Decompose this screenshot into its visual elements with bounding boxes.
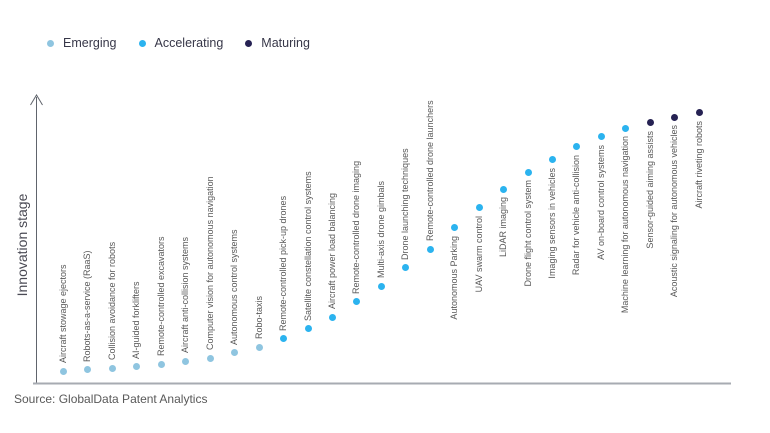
data-point — [695, 109, 703, 117]
legend-label: Accelerating — [154, 36, 224, 50]
data-point-label: Robots-as-a-service (RaaS) — [82, 250, 93, 362]
data-point — [426, 245, 434, 253]
data-point-label: Acoustic signaling for autonomous vehicl… — [669, 125, 680, 298]
data-point — [475, 204, 483, 212]
data-point — [280, 335, 288, 343]
legend-item-emerging: Emerging — [47, 36, 117, 50]
data-point — [524, 168, 532, 176]
data-point — [60, 367, 67, 375]
data-point-label: Imaging sensors in vehicles — [547, 167, 557, 279]
data-point-label: Aircraft riveting robots — [693, 120, 704, 209]
data-point — [353, 298, 361, 306]
legend-dot-icon — [47, 39, 54, 47]
data-point — [549, 156, 556, 164]
data-point-label: Radar for vehicle anti-collision — [571, 154, 582, 275]
data-point-label: Sensor-guided aiming assists — [644, 130, 655, 249]
data-point-label: UAV swarm control — [473, 215, 484, 293]
legend-label: Emerging — [63, 36, 117, 50]
data-point-label: Drone launching techniques — [400, 147, 411, 260]
data-point — [573, 143, 581, 151]
data-point-label: Computer vision for autonomous navigatio… — [204, 176, 215, 351]
y-axis-title: Innovation stage — [14, 193, 30, 297]
data-point-label: Satellite constellation control systems — [302, 171, 313, 321]
source-note: Source: GlobalData Patent Analytics — [14, 392, 208, 406]
data-point — [622, 124, 630, 132]
data-point — [84, 366, 92, 374]
data-point — [206, 354, 214, 362]
data-point — [646, 119, 654, 127]
data-point — [157, 360, 165, 368]
legend-dot-icon — [138, 39, 146, 47]
data-point — [182, 357, 190, 365]
data-point-label: Autonomous control systems — [229, 229, 240, 345]
legend-label: Maturing — [261, 36, 310, 50]
data-point-label: Aircraft power load balancing — [326, 193, 337, 310]
data-point — [133, 363, 141, 371]
y-axis-line — [30, 94, 43, 384]
data-point — [402, 264, 410, 272]
data-point — [304, 325, 312, 333]
data-point — [451, 224, 459, 232]
data-point-label: Robo-taxis — [253, 296, 264, 340]
data-point-label: LiDAR imaging — [498, 197, 509, 258]
data-point-label: Collision avoidance for robots — [106, 242, 117, 361]
data-point — [231, 349, 239, 357]
legend-dot-icon — [245, 39, 253, 47]
data-point-label: Remote-controlled excavators — [155, 236, 166, 357]
data-point-label: Aircraft anti-collision systems — [180, 237, 191, 354]
data-point-label: AV on-board control systems — [595, 144, 606, 260]
data-point — [377, 282, 385, 290]
data-point-label: Autonomous Parking — [449, 235, 460, 320]
data-point-label: Multi-axis drone gimbals — [375, 180, 386, 279]
data-point — [597, 133, 605, 141]
data-point — [108, 364, 116, 372]
legend-item-maturing: Maturing — [245, 36, 310, 50]
legend-item-accelerating: Accelerating — [138, 36, 224, 50]
data-point — [671, 113, 679, 121]
data-point-label: Remote-controlled drone launchers — [424, 100, 435, 242]
data-point — [500, 185, 508, 193]
data-point — [328, 313, 336, 321]
data-point — [255, 343, 263, 351]
data-point-label: Machine learning for autonomous navigati… — [620, 136, 631, 314]
data-point-label: Remote-controlled drone imaging — [351, 160, 362, 294]
data-point-label: AI-guided forklifters — [131, 281, 142, 359]
chart-legend: Emerging Accelerating Maturing — [47, 36, 310, 50]
data-point-label: Remote-controlled pick-up drones — [278, 195, 289, 331]
data-point-label: Drone flight control system — [522, 180, 533, 287]
y-axis-arrow-icon — [30, 94, 43, 106]
data-point-label: Aircraft stowage ejectors — [58, 264, 68, 364]
